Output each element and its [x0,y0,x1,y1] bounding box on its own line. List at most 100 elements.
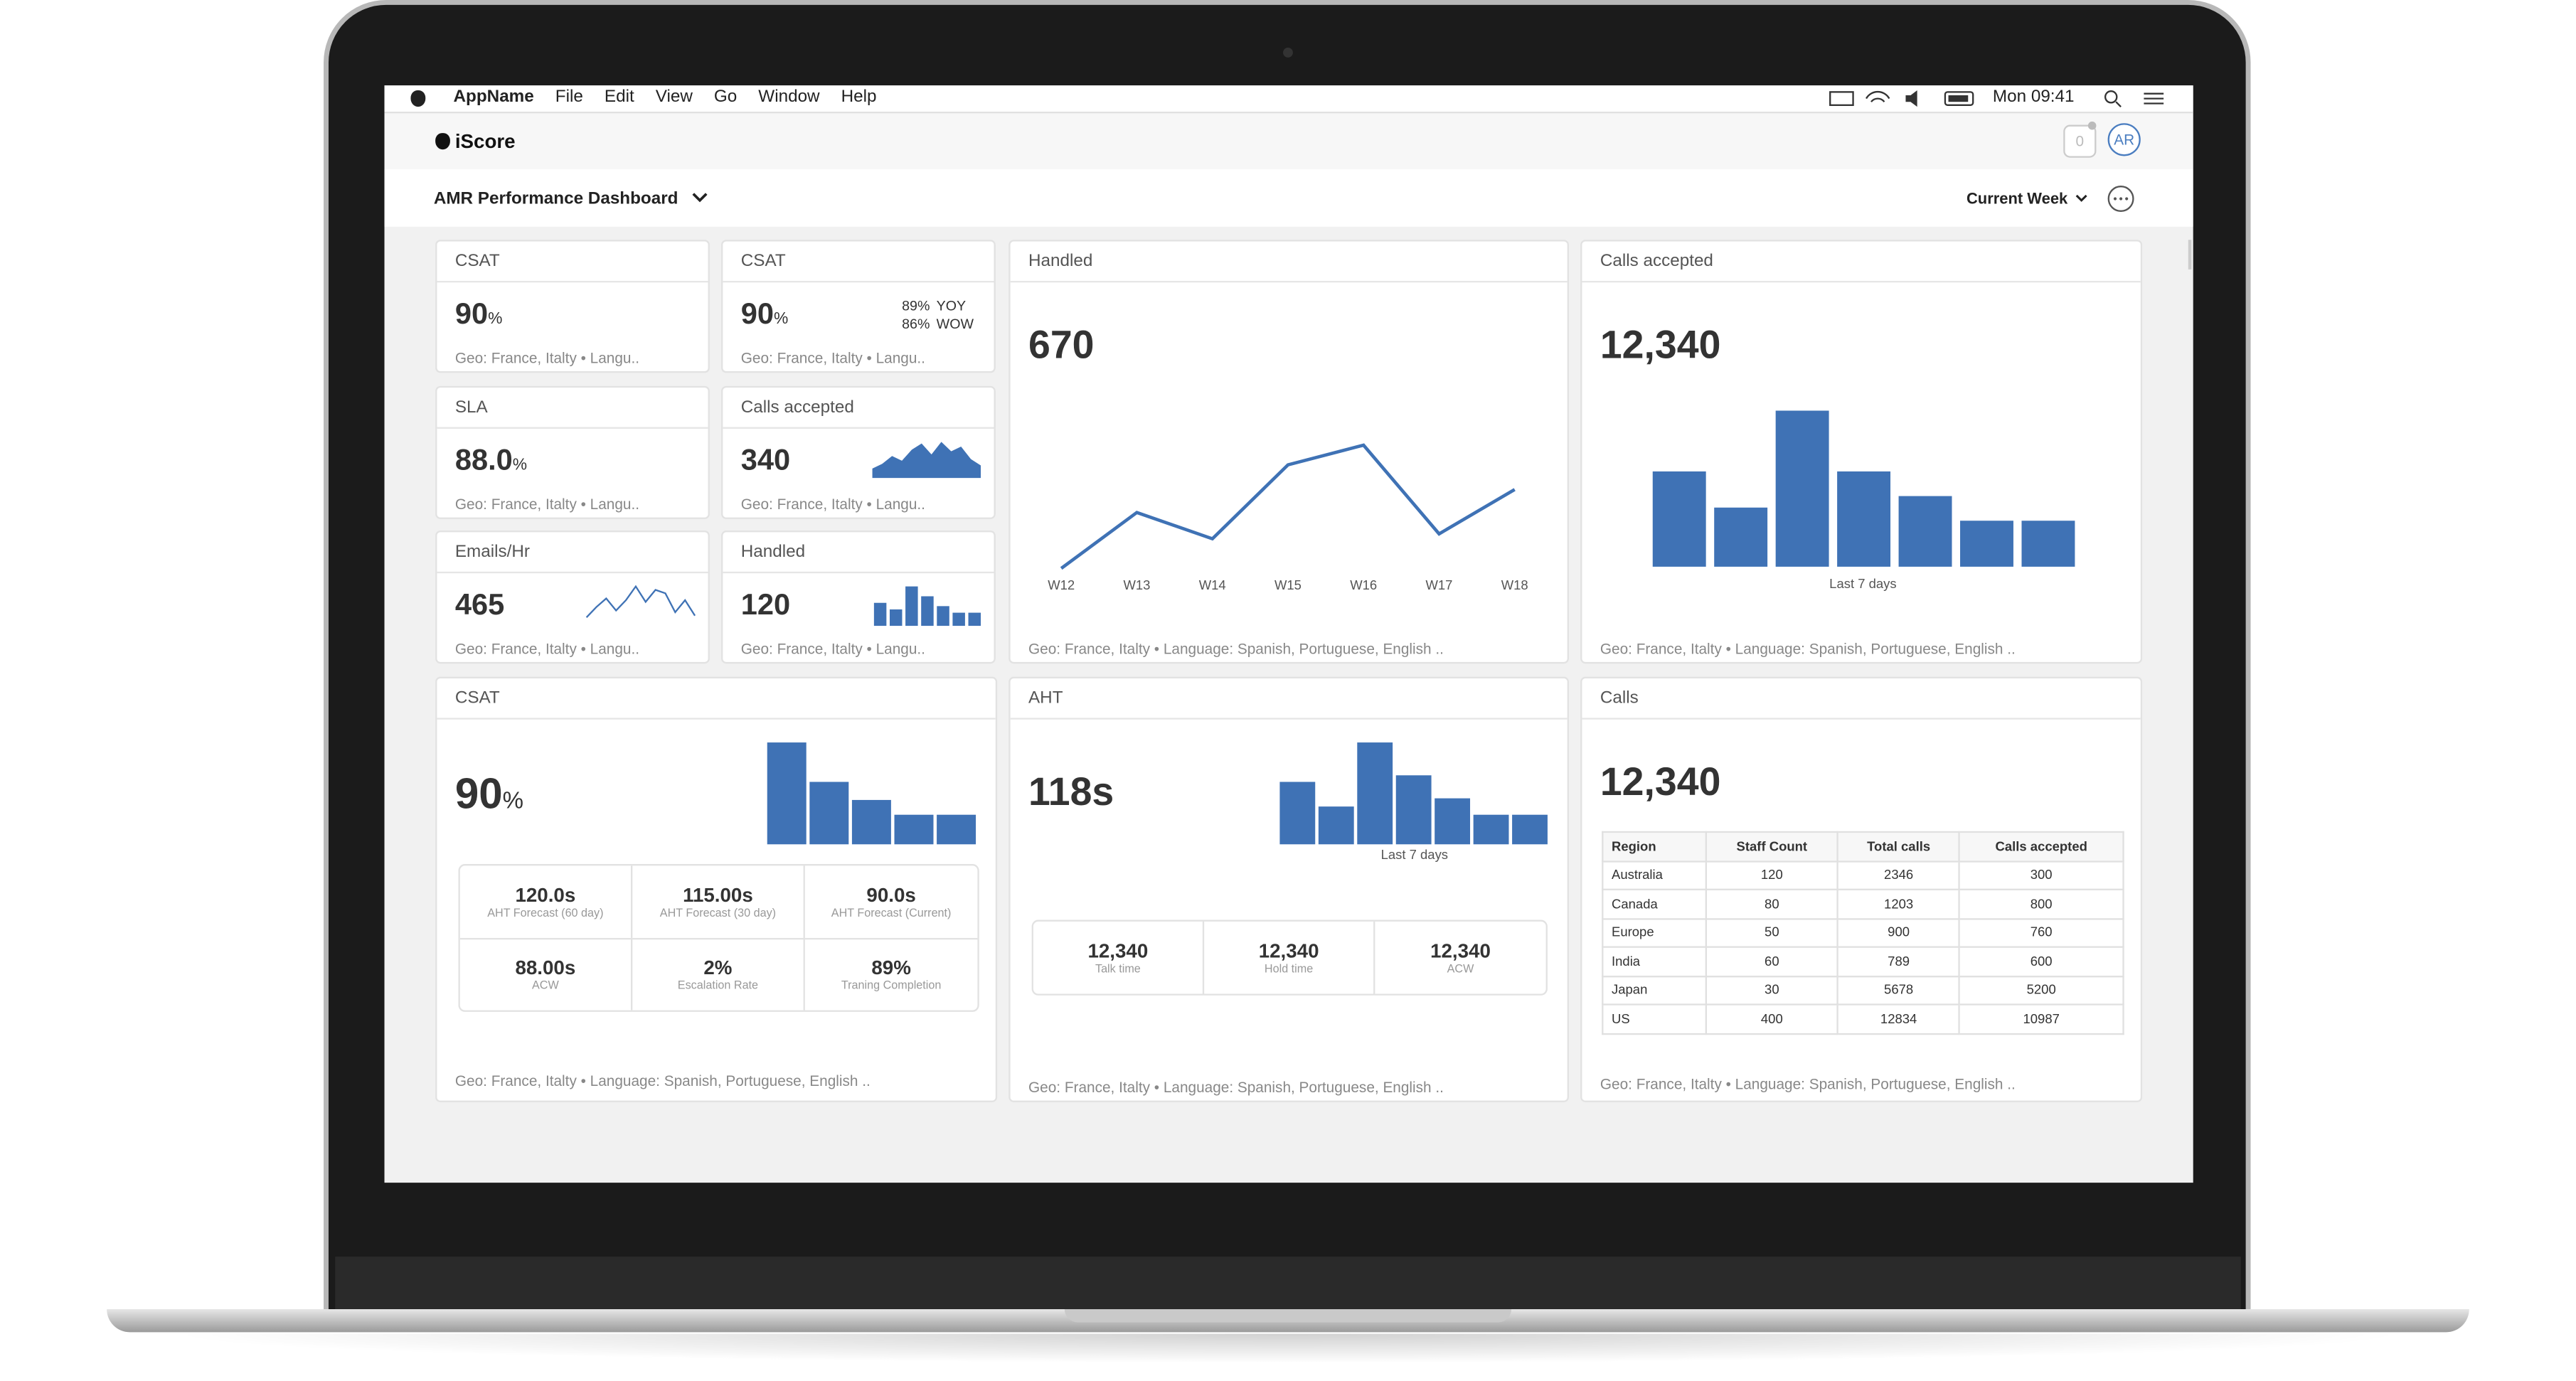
value-number: 90 [740,297,775,331]
badge-dot [2087,121,2097,130]
line [1060,443,1516,570]
widget-value: 90% [741,297,789,332]
bar [767,742,807,845]
data-table: Region Staff Count Total calls Calls accept… [1602,831,2124,1035]
widget: Emails/Hr 465 Geo: France, Italty • Langu.… [435,530,710,664]
search-icon[interactable] [2104,90,2118,104]
menu-item[interactable]: View [655,87,693,107]
chart [767,742,976,845]
screen: AppName File Edit View Go Window Help Mon 09:4… [384,85,2193,1183]
volume-icon [1905,90,1917,107]
table-row: Japan 30 5678 5200 [1602,974,2124,1006]
x-axis-label: Last 7 days [1381,847,1448,862]
table-cell: Japan [1602,974,1707,1006]
widget-title: AHT [1028,688,1063,708]
widget-divider [723,427,994,429]
lid-bottom [335,1257,2241,1313]
widget-footer: Geo: France, Italty • Language: Spanish,… [1028,1079,1444,1096]
table-cell: 760 [1958,917,2124,948]
value-number: 12,340 [1600,760,1721,805]
stat-value: 88.00s [515,956,576,980]
stats-grid: 12,340 Talk time 12,340 Hold time 12,340 ACW [1031,919,1548,996]
dashboard-chevron[interactable] [691,191,708,203]
table-cell: US [1602,1003,1707,1035]
status-icons [1829,90,1974,107]
stat-label: Talk time [1095,964,1141,976]
x-tick-label: W17 [1425,577,1452,592]
bar [894,814,934,845]
widget-footer: Geo: France, Italty • Langu.. [454,350,640,367]
comparison: 89% YOY [902,297,966,314]
stat-label: AHT Forecast (60 day) [487,907,604,919]
column-header: Calls accepted [1958,831,2124,862]
menu-item[interactable]: Go [713,87,738,107]
widget-divider [437,718,996,720]
menu-item[interactable]: Help [841,87,877,107]
x-tick-label: W18 [1501,577,1528,592]
period-select[interactable]: Current Week [1966,190,2068,209]
table-row: India 60 789 600 [1602,946,2124,977]
area [872,442,981,479]
bar [937,814,976,845]
widget-value: 12,340 [1600,760,1721,806]
stat-cell: 115.00s AHT Forecast (30 day) [632,865,805,937]
x-axis-label: Last 7 days [1829,576,1896,591]
table-cell: 789 [1837,946,1960,977]
menu-item[interactable]: Window [758,87,820,107]
comparison: 86% WOW [902,316,974,332]
widget-divider [1010,718,1568,720]
table-row: Canada 80 1203 800 [1602,888,2124,919]
bar [1395,775,1432,845]
table-cell: 5678 [1837,974,1960,1006]
table-cell: 12834 [1837,1003,1960,1035]
bar [851,799,891,845]
menu-item[interactable]: AppName [453,87,534,107]
more-button[interactable] [2106,184,2136,214]
bar [2021,521,2075,567]
chart: W12 W13 W14 W15 W16 W17 W18 [1048,443,1528,592]
table-cell: 800 [1958,888,2124,919]
stat-label: ACW [532,981,559,993]
stat-value: 12,340 [1258,939,1319,963]
period-chevron[interactable] [2075,192,2087,203]
battery-icon [1944,91,1974,106]
dashboard-title[interactable]: AMR Performance Dashboard [433,188,678,209]
avatar[interactable]: AR [2107,123,2141,156]
clock: Mon 09:41 [1992,87,2075,107]
table-cell: 300 [1958,860,2124,890]
widget-divider [437,427,708,429]
chart [585,585,696,618]
stat-cell: 120.0s AHT Forecast (60 day) [460,865,633,937]
widget-footer: Geo: France, Italty • Langu.. [740,350,925,367]
bar [1775,410,1829,567]
widget-footer: Geo: France, Italty • Language: Spanish,… [1600,640,2016,657]
widget: Calls 12,340 Geo: France, Italty • Languag… [1580,676,2143,1102]
value-unit: % [774,310,789,329]
menu-item[interactable]: File [555,87,583,107]
menu-items: AppName File Edit View Go Window Help [454,87,898,107]
widget-footer: Geo: France, Italty • Language: Spanish,… [454,1072,871,1089]
widget: CSAT 90% Geo: France, Italty • Langu.. [435,240,710,373]
line [585,585,696,618]
table-row: US 400 12834 10987 [1602,1003,2124,1035]
table-cell: Europe [1602,917,1707,948]
bar [1652,471,1706,567]
notification-badge[interactable]: 0 [2063,124,2097,158]
widget: AHT 118s Geo: France, Italty • Language: S… [1008,676,1569,1102]
value-number: 670 [1028,324,1095,368]
table-cell: Canada [1602,888,1707,919]
app-name: iScore [454,129,516,153]
column-header: Region [1602,831,1707,862]
widget: Calls accepted 340 Geo: France, Italty • L… [721,385,996,519]
stat-cell: 90.0s AHT Forecast (Current) [805,865,978,937]
chevron [2075,194,2087,202]
menu-item[interactable]: Edit [604,87,634,107]
table-cell: 50 [1705,917,1839,948]
stat-cell: 2% Escalation Rate [632,937,805,1011]
stat-label: ACW [1447,964,1474,976]
control-center-icon[interactable] [2144,92,2164,105]
widget-divider [1010,280,1568,283]
stat-value: 12,340 [1087,939,1149,963]
value-number: 88.0 [454,443,513,476]
chart: Last 7 days [1652,410,2075,591]
